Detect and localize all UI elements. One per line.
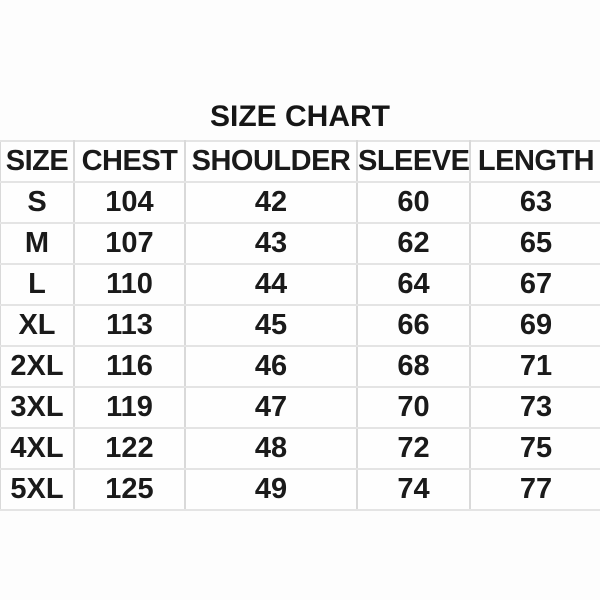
- size-label: 5XL: [0, 468, 75, 511]
- header-row: SIZE CHEST SHOULDER SLEEVE LENGTH: [0, 140, 600, 183]
- table-row-3xl: 3XL 119 47 70 73: [0, 386, 600, 429]
- chest-value: 107: [73, 222, 186, 265]
- table-row-l: L 110 44 64 67: [0, 263, 600, 306]
- column-header-sleeve: SLEEVE: [356, 140, 471, 183]
- table-row-s: S 104 42 60 63: [0, 181, 600, 224]
- size-label: L: [0, 263, 75, 306]
- length-value: 71: [469, 345, 600, 388]
- sleeve-value: 72: [356, 427, 471, 470]
- table-row-xl: XL 113 45 66 69: [0, 304, 600, 347]
- length-value: 77: [469, 468, 600, 511]
- shoulder-value: 47: [184, 386, 358, 429]
- chest-value: 125: [73, 468, 186, 511]
- table-row-m: M 107 43 62 65: [0, 222, 600, 265]
- size-label: 4XL: [0, 427, 75, 470]
- column-header-shoulder: SHOULDER: [184, 140, 358, 183]
- sleeve-value: 70: [356, 386, 471, 429]
- shoulder-value: 46: [184, 345, 358, 388]
- length-value: 63: [469, 181, 600, 224]
- sleeve-value: 74: [356, 468, 471, 511]
- chest-value: 122: [73, 427, 186, 470]
- shoulder-value: 42: [184, 181, 358, 224]
- chest-value: 113: [73, 304, 186, 347]
- size-chart-table: SIZE CHEST SHOULDER SLEEVE LENGTH S 104 …: [0, 140, 600, 511]
- size-label: M: [0, 222, 75, 265]
- size-label: 2XL: [0, 345, 75, 388]
- table-body: S 104 42 60 63 M 107 43 62 65 L 110 44 6…: [0, 181, 600, 511]
- table-row-2xl: 2XL 116 46 68 71: [0, 345, 600, 388]
- chest-value: 116: [73, 345, 186, 388]
- size-label: XL: [0, 304, 75, 347]
- length-value: 65: [469, 222, 600, 265]
- length-value: 67: [469, 263, 600, 306]
- column-header-length: LENGTH: [469, 140, 600, 183]
- shoulder-value: 45: [184, 304, 358, 347]
- page-title: SIZE CHART: [210, 100, 390, 133]
- sleeve-value: 60: [356, 181, 471, 224]
- size-label: 3XL: [0, 386, 75, 429]
- shoulder-value: 49: [184, 468, 358, 511]
- length-value: 69: [469, 304, 600, 347]
- chest-value: 110: [73, 263, 186, 306]
- sleeve-value: 66: [356, 304, 471, 347]
- shoulder-value: 48: [184, 427, 358, 470]
- sleeve-value: 62: [356, 222, 471, 265]
- column-header-chest: CHEST: [73, 140, 186, 183]
- sleeve-value: 68: [356, 345, 471, 388]
- table-row-5xl: 5XL 125 49 74 77: [0, 468, 600, 511]
- shoulder-value: 44: [184, 263, 358, 306]
- size-label: S: [0, 181, 75, 224]
- chest-value: 119: [73, 386, 186, 429]
- chest-value: 104: [73, 181, 186, 224]
- column-header-size: SIZE: [0, 140, 75, 183]
- shoulder-value: 43: [184, 222, 358, 265]
- length-value: 75: [469, 427, 600, 470]
- sleeve-value: 64: [356, 263, 471, 306]
- table-header: SIZE CHEST SHOULDER SLEEVE LENGTH: [0, 140, 600, 183]
- length-value: 73: [469, 386, 600, 429]
- table-row-4xl: 4XL 122 48 72 75: [0, 427, 600, 470]
